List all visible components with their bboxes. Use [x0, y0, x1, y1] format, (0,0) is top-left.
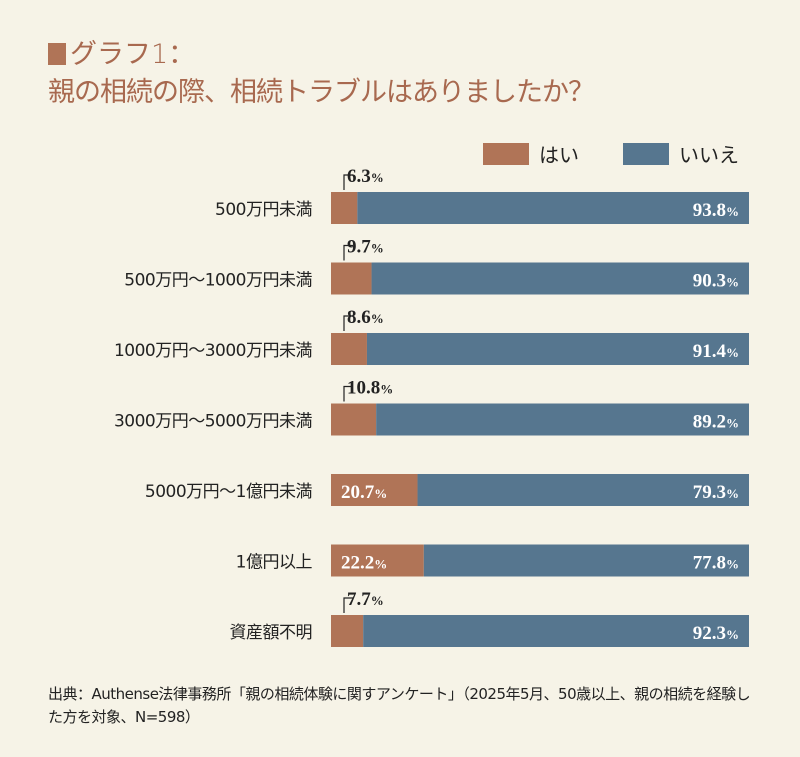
bar-no	[417, 474, 749, 506]
legend-label-yes: はい	[539, 143, 579, 167]
value-label-yes: 9.7%	[347, 237, 384, 258]
bar-yes	[331, 474, 418, 506]
bar-no	[371, 262, 749, 295]
bar-no	[357, 192, 749, 224]
category-label: 500万円〜1000万円未満	[124, 271, 312, 291]
callout-line	[343, 174, 353, 190]
bar-yes	[331, 333, 367, 365]
value-label-yes: 6.3%	[347, 166, 384, 187]
callout-line	[343, 385, 353, 402]
legend-swatch-no	[623, 142, 669, 165]
bar-no	[376, 403, 749, 436]
bar-yes	[331, 192, 358, 224]
value-label-yes: 22.2%	[341, 553, 387, 574]
category-label: 500万円未満	[215, 200, 312, 220]
source-note: 出典：Authense法律事務所「親の相続体験に関すアンケート」（2025年5月…	[48, 685, 751, 726]
category-label: 資産額不明	[230, 623, 313, 643]
value-label-no: 91.4%	[693, 341, 739, 362]
value-label-yes: 10.8%	[347, 378, 393, 399]
value-label-no: 79.3%	[693, 482, 739, 503]
callout-line	[343, 315, 353, 331]
value-label-no: 89.2%	[693, 412, 739, 433]
value-label-yes: 8.6%	[347, 307, 384, 328]
value-label-no: 77.8%	[693, 553, 739, 574]
chart-title-line1: グラフ1：	[48, 32, 195, 71]
callout-line	[343, 244, 353, 261]
value-label-yes: 7.7%	[347, 589, 384, 610]
callout-line	[343, 597, 353, 613]
bar-no	[366, 333, 749, 365]
bar-chart: 500万円未満 93.8% 6.3% 500万円〜1000万円未満 90.3% 9.7% 1…	[114, 166, 749, 647]
bar-yes	[331, 544, 424, 577]
value-label-no: 93.8%	[693, 200, 739, 221]
square-bullet-icon	[48, 43, 66, 65]
category-label: 3000万円〜5000万円未満	[114, 412, 313, 432]
legend-swatch-yes	[483, 142, 529, 165]
chart-title-line2: 親の相続の際、相続トラブルはありましたか？	[48, 77, 595, 108]
legend-label-no: いいえ	[679, 143, 739, 167]
category-label: 1000万円〜3000万円未満	[114, 341, 313, 361]
bar-yes	[331, 403, 377, 436]
bar-yes	[331, 615, 364, 647]
value-label-no: 90.3%	[693, 271, 739, 292]
bar-no	[363, 615, 749, 647]
legend-yes: はい	[483, 139, 579, 168]
legend-no: いいえ	[623, 139, 739, 168]
value-label-no: 92.3%	[693, 623, 739, 644]
bar-yes	[331, 262, 372, 295]
title-text: グラフ1：	[70, 39, 196, 70]
category-label: 5000万円〜1億円未満	[145, 482, 313, 502]
value-label-yes: 20.7%	[341, 482, 387, 503]
category-label: 1億円以上	[236, 553, 313, 573]
bar-no	[423, 544, 749, 577]
